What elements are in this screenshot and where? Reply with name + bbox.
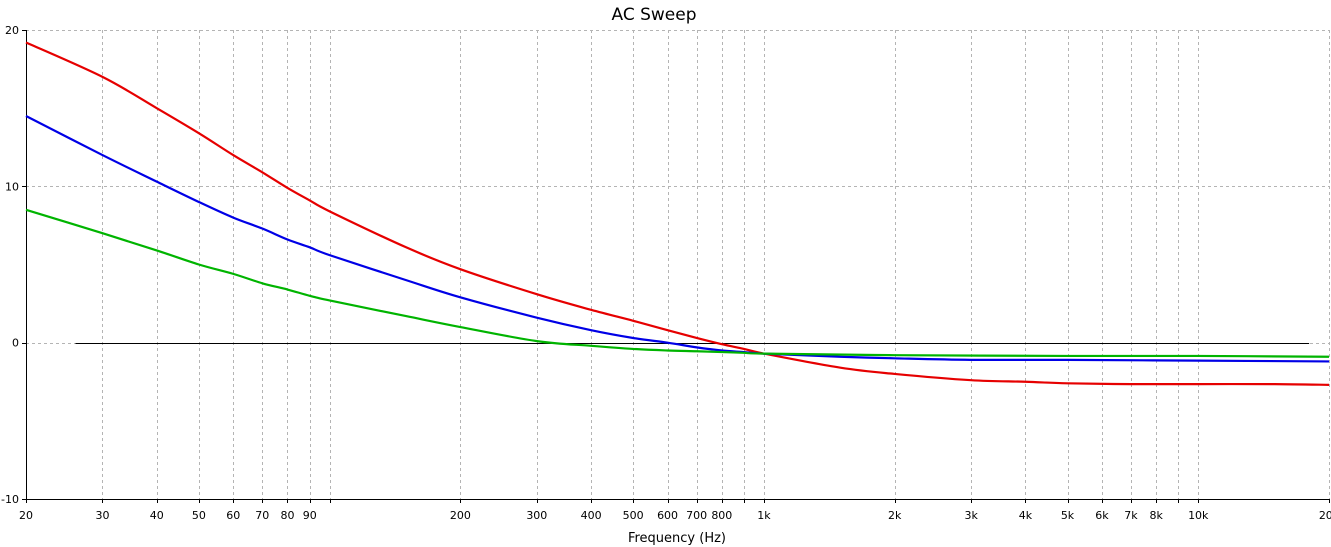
y-tick-labels: 20 10 0 -10 [1,24,19,506]
x-tick-label: 6k [1095,509,1109,522]
x-tick-label: 70 [255,509,269,522]
x-tick-label: 200 [450,509,471,522]
series-line-red [25,41,1330,386]
chart-title: AC Sweep [611,5,696,25]
series-group [25,41,1330,386]
x-tick-label: 3k [964,509,978,522]
x-tick-label: 700 [686,509,707,522]
axes [22,30,1330,503]
y-tick-label: -10 [1,493,19,506]
x-tick-label: 8k [1149,509,1163,522]
y-tick-label: 20 [5,24,19,37]
x-tick-label: 300 [526,509,547,522]
x-tick-label: 500 [623,509,644,522]
y-tick-label: 0 [12,337,19,350]
series-line-green [25,208,1330,358]
y-tick-label: 10 [5,180,19,193]
x-tick-label: 600 [657,509,678,522]
x-tick-label: 5k [1061,509,1075,522]
x-tick-label: 80 [280,509,294,522]
x-tick-label: 400 [581,509,602,522]
x-tick-labels: 20 30 40 50 60 70 80 90 200 300 400 500 600 700 800 1k 2… [19,509,1331,522]
x-tick-label: 7k [1124,509,1138,522]
series-line-blue [25,115,1330,363]
x-tick-label: 2k [888,509,902,522]
x-tick-label: 50 [192,509,206,522]
x-tick-label: 90 [303,509,317,522]
x-tick-label: 30 [95,509,109,522]
x-tick-label: 40 [150,509,164,522]
x-tick-label: 20 [19,509,33,522]
x-tick-label: 60 [226,509,240,522]
x-tick-label: 20k [1319,509,1331,522]
x-tick-label: 800 [711,509,732,522]
x-axis-label: Frequency (Hz) [628,531,726,546]
grid [26,30,1330,499]
x-tick-label: 1k [757,509,771,522]
x-tick-label: 4k [1019,509,1033,522]
x-tick-label: 10k [1188,509,1209,522]
